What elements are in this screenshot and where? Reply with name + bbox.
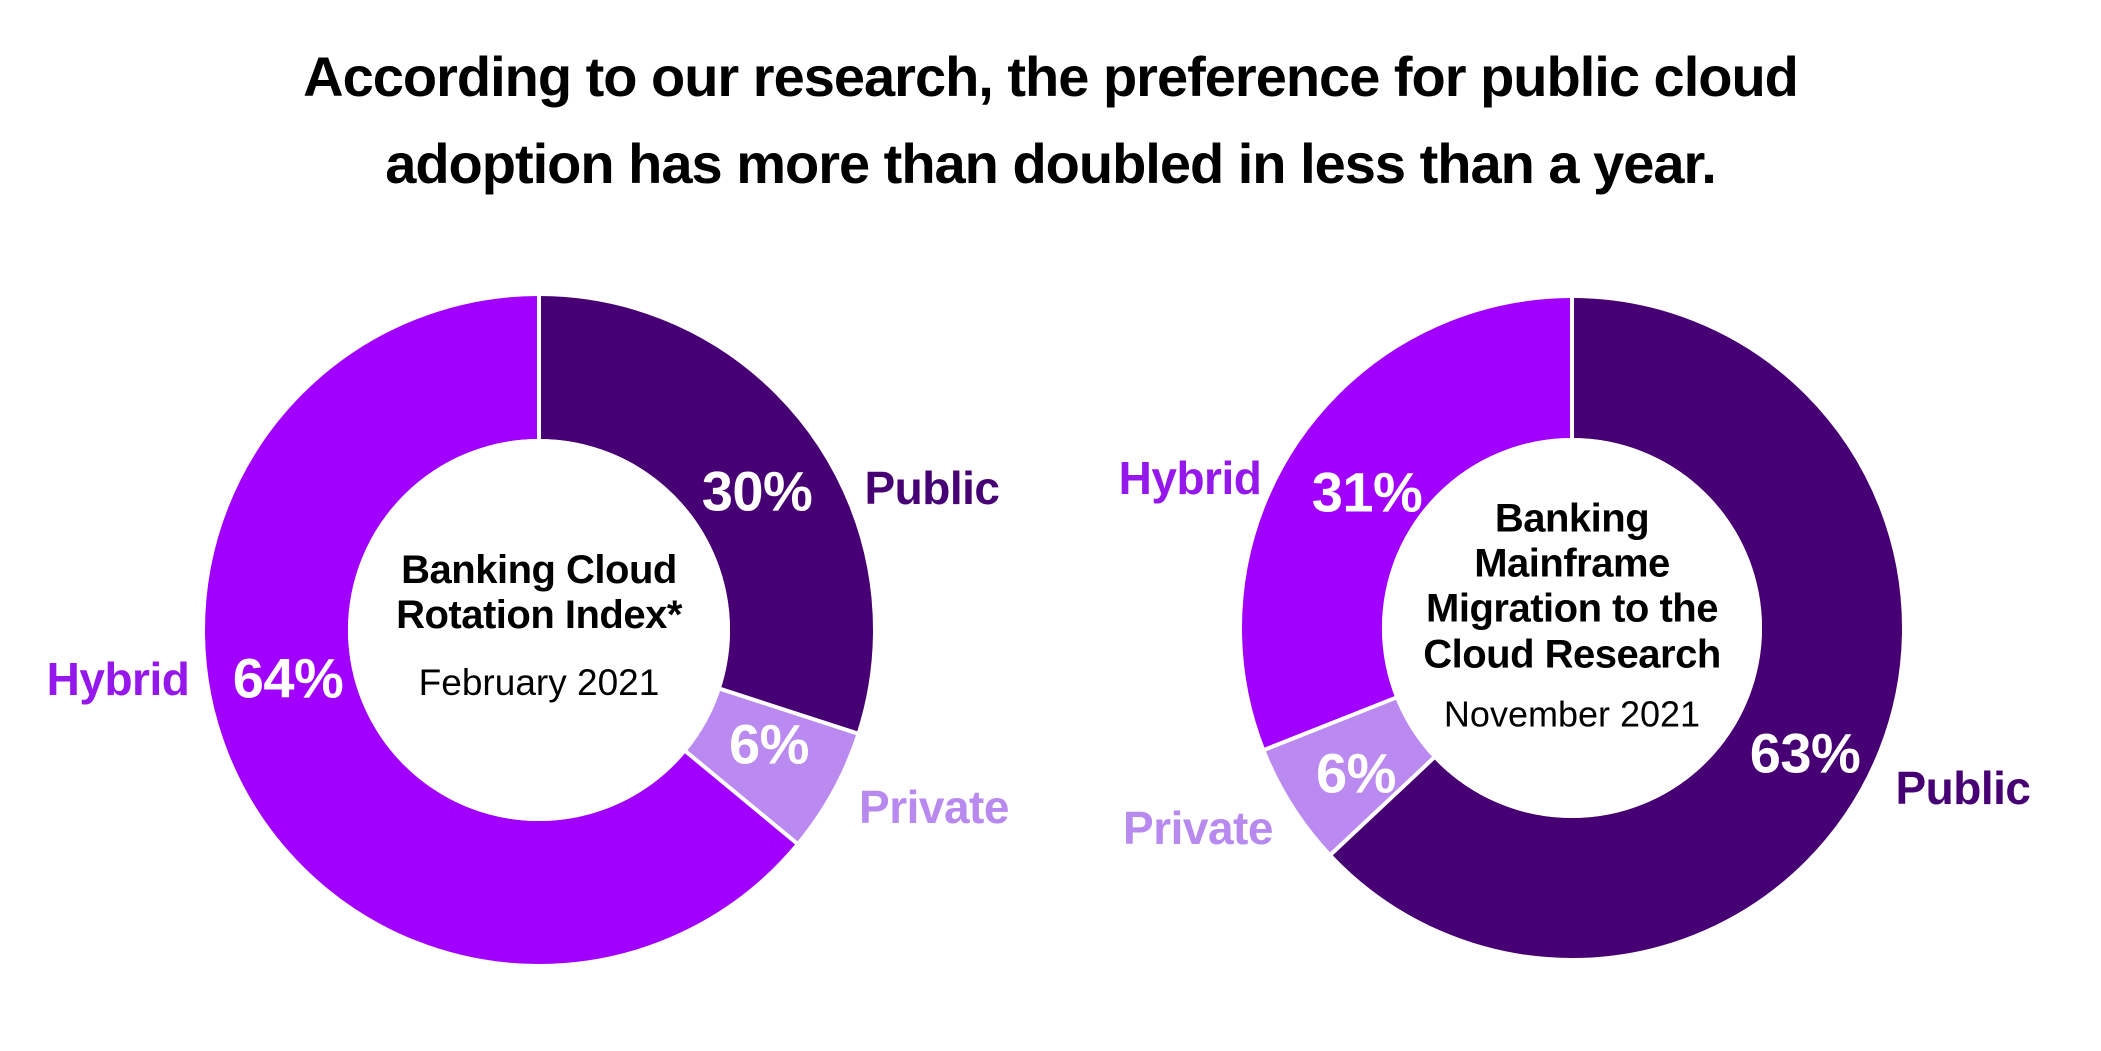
chart2-private-percent: 6%: [1316, 741, 1396, 805]
donut-chart-mainframe-migration: [1242, 296, 1902, 958]
chart2-public-label: Public: [1895, 762, 2031, 814]
chart1-center-date: February 2021: [418, 662, 660, 704]
chart1-private-label: Private: [859, 781, 1009, 833]
chart1-center-text: Banking Cloud Rotation Index* February 2…: [349, 548, 729, 704]
chart2-hybrid-percent: 31%: [1311, 460, 1423, 524]
donut-chart-rotation-index: [205, 294, 873, 964]
chart1-public-label: Public: [864, 462, 1000, 514]
chart2-hybrid-label: Hybrid: [1118, 452, 1262, 504]
chart2-center-text: Banking Mainframe Migration to the Cloud…: [1402, 497, 1742, 736]
page-title: According to our research, the preferenc…: [303, 45, 1799, 195]
donut-hole: [1382, 438, 1762, 818]
chart1-private-percent: 6%: [729, 712, 809, 776]
chart2-private-label: Private: [1123, 802, 1273, 854]
chart1-hybrid-percent: 64%: [232, 646, 344, 710]
chart1-hybrid-label: Hybrid: [46, 653, 190, 705]
chart2-center-title: Banking Mainframe Migration to the Cloud…: [1423, 496, 1721, 677]
donut-hole: [348, 439, 730, 821]
chart1-public-percent: 30%: [701, 459, 813, 523]
chart1-center-title: Banking Cloud Rotation Index*: [396, 547, 682, 637]
chart2-public-percent: 63%: [1749, 721, 1861, 785]
chart2-center-date: November 2021: [1443, 693, 1701, 735]
